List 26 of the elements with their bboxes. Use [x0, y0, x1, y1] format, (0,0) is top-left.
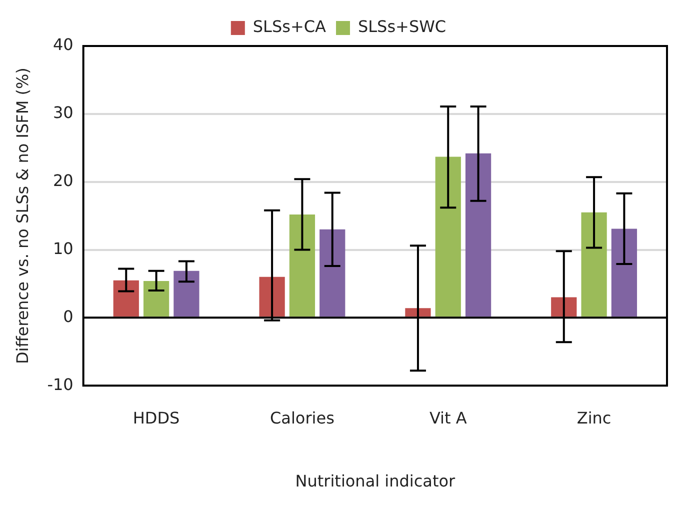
bar — [174, 270, 200, 317]
bar — [465, 153, 492, 317]
y-axis-title: Difference vs. no SLSs & no ISFM (%) — [12, 68, 32, 364]
y-tick-label: 10 — [52, 238, 74, 258]
bar — [581, 212, 607, 317]
x-tick-label: Calories — [270, 408, 334, 428]
bar — [113, 280, 139, 317]
y-tick-label: 20 — [52, 170, 74, 190]
bar — [143, 281, 170, 317]
bar — [435, 156, 461, 317]
x-tick-label: HDDS — [132, 408, 180, 428]
y-tick-label: 40 — [52, 35, 74, 54]
bar — [405, 308, 431, 317]
x-tick-label: Zinc — [576, 408, 612, 428]
y-tick-label: -10 — [47, 374, 74, 394]
bar — [551, 297, 577, 317]
x-tick-label: Vit A — [429, 408, 467, 428]
y-tick-label: 0 — [63, 306, 74, 326]
x-axis-title: Nutritional indicator — [295, 472, 456, 491]
bar — [320, 229, 346, 317]
bar — [259, 276, 285, 317]
bar — [289, 214, 316, 317]
bar — [611, 228, 638, 317]
legend-label: SLSs+SWC — [358, 17, 446, 36]
y-tick-label: 30 — [52, 103, 74, 122]
legend-label: SLSs+CA — [252, 17, 326, 36]
